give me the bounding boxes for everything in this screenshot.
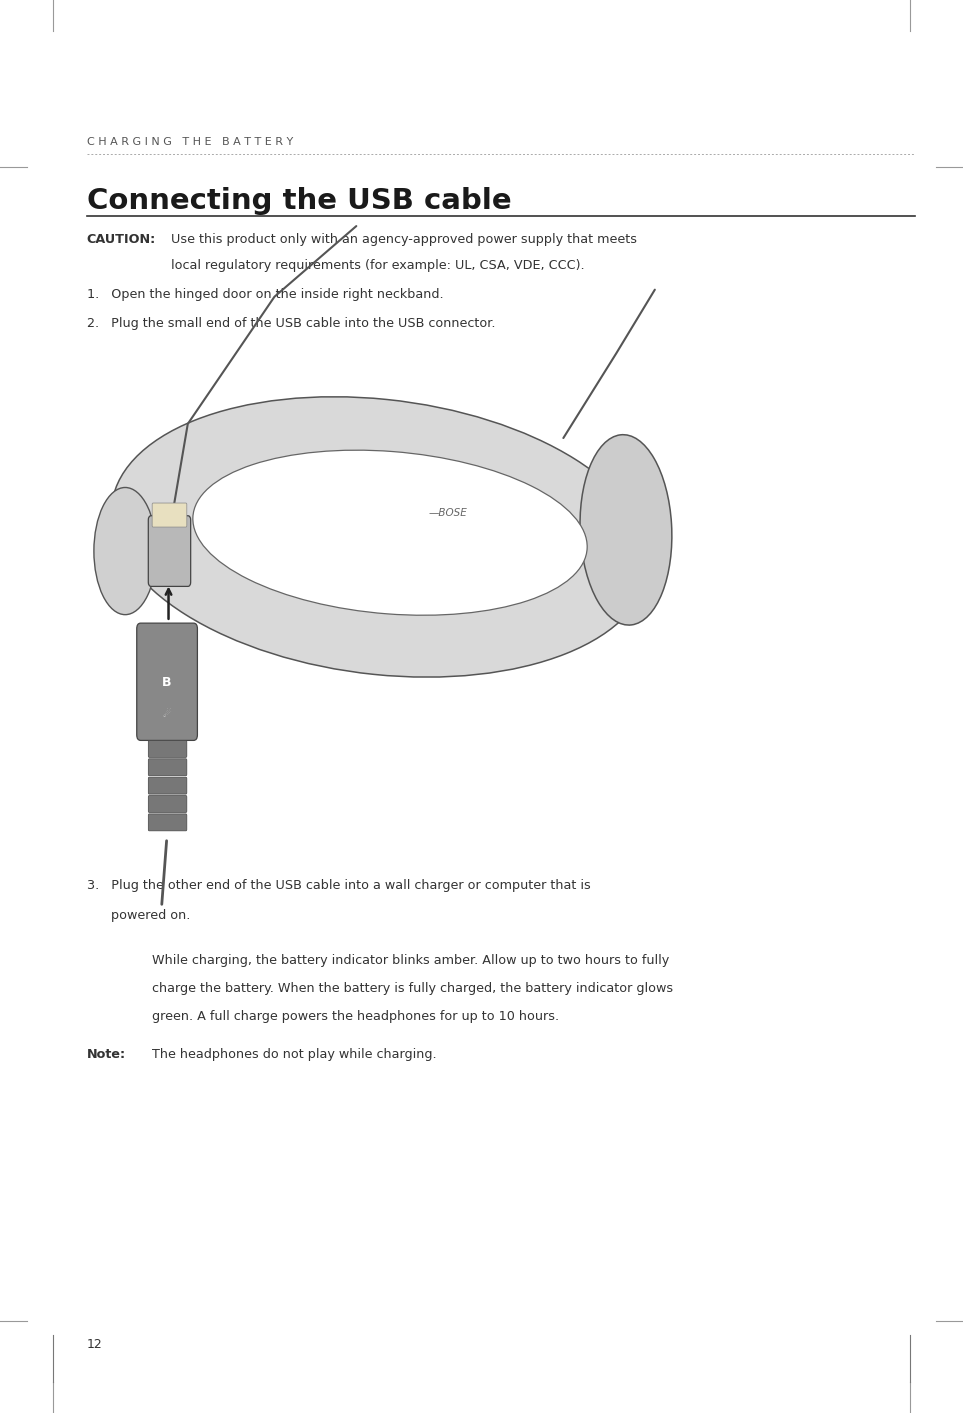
FancyBboxPatch shape [148,516,191,586]
FancyBboxPatch shape [152,503,187,527]
Text: powered on.: powered on. [87,909,190,921]
FancyBboxPatch shape [148,796,187,812]
FancyBboxPatch shape [148,740,187,757]
Ellipse shape [112,397,649,677]
Text: —BOSE: —BOSE [429,507,467,519]
Ellipse shape [193,451,587,615]
Text: 2.   Plug the small end of the USB cable into the USB connector.: 2. Plug the small end of the USB cable i… [87,317,495,329]
FancyBboxPatch shape [137,623,197,740]
Ellipse shape [580,435,672,625]
Text: charge the battery. When the battery is fully charged, the battery indicator glo: charge the battery. When the battery is … [152,982,673,995]
Text: 3.   Plug the other end of the USB cable into a wall charger or computer that is: 3. Plug the other end of the USB cable i… [87,879,590,892]
FancyBboxPatch shape [148,814,187,831]
Text: Note:: Note: [87,1048,126,1061]
FancyBboxPatch shape [148,777,187,794]
Text: local regulatory requirements (for example: UL, CSA, VDE, CCC).: local regulatory requirements (for examp… [171,259,586,271]
Ellipse shape [94,487,157,615]
Text: The headphones do not play while charging.: The headphones do not play while chargin… [152,1048,437,1061]
Text: While charging, the battery indicator blinks amber. Allow up to two hours to ful: While charging, the battery indicator bl… [152,954,669,966]
Text: Connecting the USB cable: Connecting the USB cable [87,187,511,215]
Text: 1.   Open the hinged door on the inside right neckband.: 1. Open the hinged door on the inside ri… [87,288,443,301]
Text: Use this product only with an agency-approved power supply that meets: Use this product only with an agency-app… [171,233,638,246]
FancyBboxPatch shape [148,759,187,776]
Text: ☄: ☄ [162,708,171,719]
Text: CAUTION:: CAUTION: [87,233,156,246]
Text: green. A full charge powers the headphones for up to 10 hours.: green. A full charge powers the headphon… [152,1010,560,1023]
Text: 12: 12 [87,1338,102,1351]
Text: C H A R G I N G   T H E   B A T T E R Y: C H A R G I N G T H E B A T T E R Y [87,137,293,147]
Text: B: B [162,675,171,690]
